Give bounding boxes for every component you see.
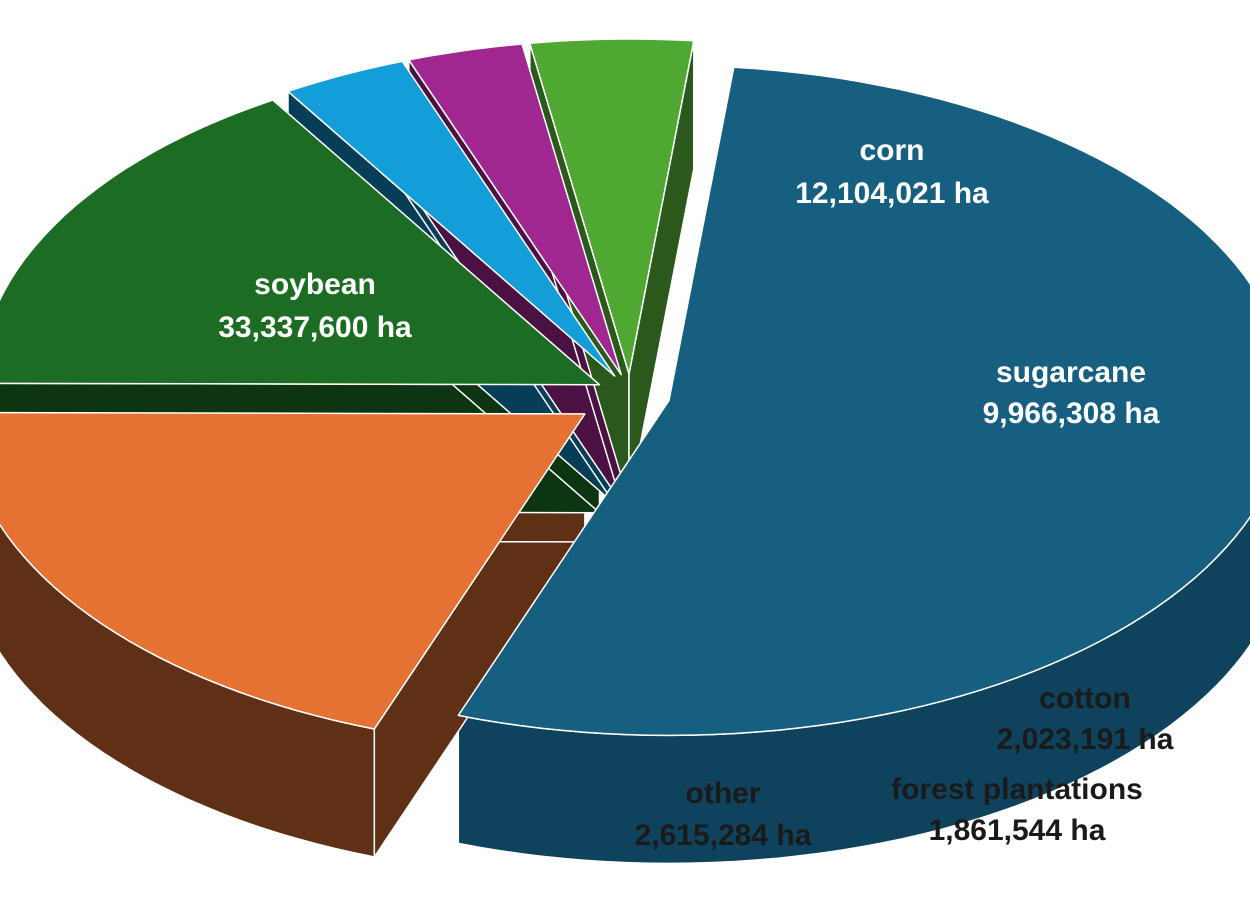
soybean-slice-top	[457, 66, 1250, 737]
sugarcane-name-label: sugarcane	[996, 356, 1146, 389]
other-value-label: 2,615,284 ha	[635, 819, 812, 852]
sugarcane-slice-top	[0, 99, 601, 386]
soybean-name-label: soybean	[254, 268, 376, 301]
pie-labels: soybean 33,337,600 ha corn 12,104,021 ha…	[218, 134, 1173, 852]
corn-slice-top	[0, 411, 586, 730]
other-name-label: other	[686, 777, 761, 810]
cotton-slice-top	[287, 60, 616, 377]
forest-plantations-value-label: 1,861,544 ha	[929, 814, 1106, 847]
corn-value-label: 12,104,021 ha	[795, 177, 989, 210]
forest-plantations-slice-top	[408, 43, 622, 376]
cotton-name-label: cotton	[1039, 682, 1131, 715]
corn-name-label: corn	[859, 134, 924, 167]
pie-slice-tops	[0, 38, 1250, 737]
forest-plantations-name-label: forest plantations	[891, 773, 1143, 806]
sugarcane-value-label: 9,966,308 ha	[983, 397, 1160, 430]
other-slice-top	[529, 38, 695, 375]
soybean-value-label: 33,337,600 ha	[218, 311, 412, 344]
cotton-value-label: 2,023,191 ha	[997, 723, 1174, 756]
